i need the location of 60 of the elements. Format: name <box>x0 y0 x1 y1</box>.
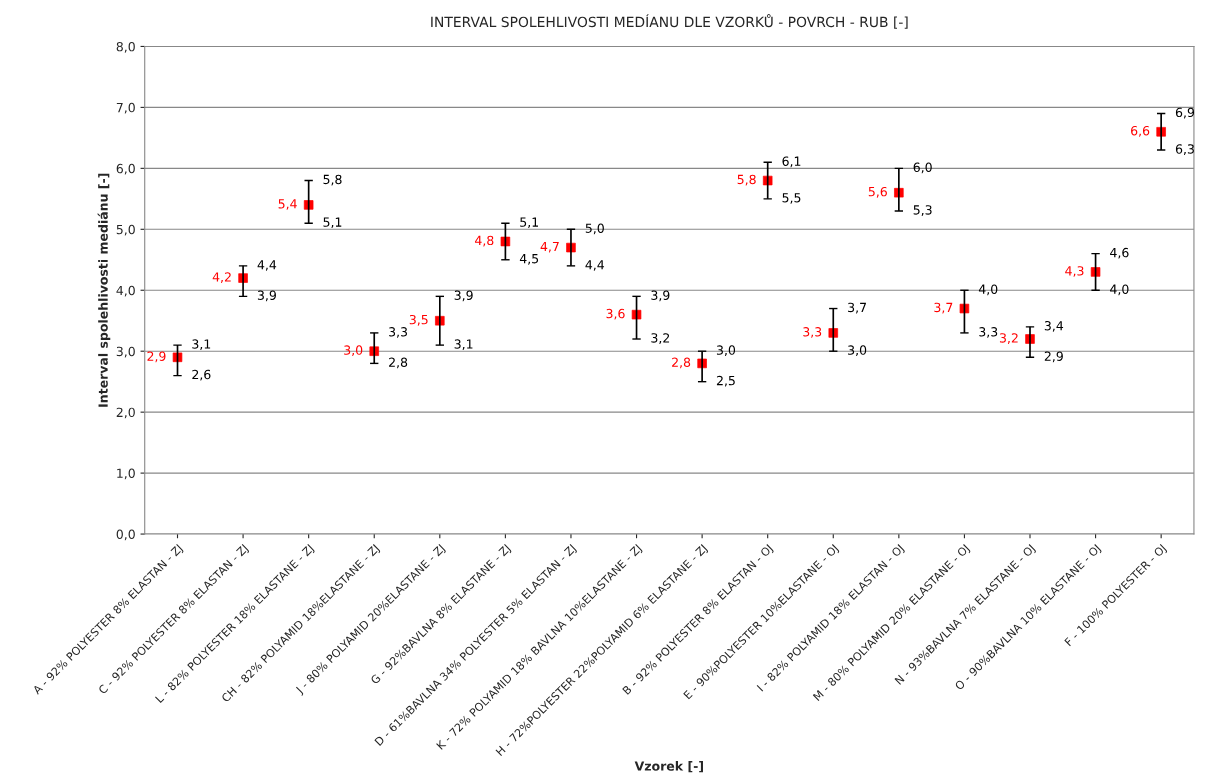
y-tick-label: 8,0 <box>116 41 135 53</box>
data-label: 4,7 <box>540 241 559 253</box>
annotation: 5,1 <box>323 217 342 229</box>
annotation: 5,5 <box>782 193 801 204</box>
data-label: 5,4 <box>278 199 297 210</box>
data-label: 3,0 <box>344 345 363 357</box>
annotation: 3,3 <box>389 327 407 338</box>
data-label: 4,8 <box>475 235 494 247</box>
annotation: 4,0 <box>1110 284 1129 296</box>
annotation: 4,4 <box>585 260 605 271</box>
data-label: 3,5 <box>409 314 428 326</box>
annotation: 3,9 <box>257 290 276 302</box>
annotation: 2,9 <box>1044 351 1063 363</box>
data-label: 5,6 <box>868 186 887 198</box>
data-label: 3,3 <box>803 327 822 338</box>
y-tick-label: 0,0 <box>116 529 135 541</box>
data-label: 2,8 <box>672 357 691 369</box>
y-tick-label: 7,0 <box>116 102 135 114</box>
annotation: 4,6 <box>1110 247 1129 259</box>
data-label: 4,3 <box>1065 266 1084 277</box>
data-label: 5,8 <box>737 174 756 186</box>
y-tick-label: 1,0 <box>117 468 135 480</box>
data-label: 4,2 <box>212 272 231 283</box>
annotation: 3,0 <box>716 345 736 357</box>
annotation: 2,8 <box>389 357 408 369</box>
annotation: 6,0 <box>913 162 932 174</box>
annotation: 3,9 <box>651 290 670 302</box>
annotation: 5,0 <box>585 223 604 235</box>
annotation: 3,1 <box>454 339 473 351</box>
annotation: 2,5 <box>716 375 735 387</box>
annotation: 4,4 <box>257 260 277 271</box>
annotation: 3,9 <box>454 290 473 302</box>
y-axis-title: Interval spolehlivosti mediánu [-] <box>97 173 111 407</box>
annotation: 3,4 <box>1044 320 1064 332</box>
annotation: 3,0 <box>848 345 867 357</box>
y-tick-label: 2,0 <box>116 407 135 419</box>
data-label: 3,6 <box>606 308 625 320</box>
annotation: 5,8 <box>323 174 342 186</box>
annotation: 6,1 <box>782 156 801 168</box>
annotation: 6,3 <box>1175 144 1194 155</box>
annotation: 4,5 <box>519 254 539 265</box>
annotation: 5,1 <box>520 217 538 229</box>
data-label: 6,6 <box>1131 125 1150 137</box>
annotation: 3,7 <box>848 302 866 314</box>
annotation: 6,9 <box>1175 107 1195 119</box>
annotation: 5,3 <box>913 205 932 216</box>
x-axis-title: Vzorek [-] <box>634 761 703 773</box>
data-label: 3,7 <box>934 302 953 314</box>
annotation: 3,2 <box>651 333 670 344</box>
annotation: 4,0 <box>978 284 998 296</box>
annotation: 2,6 <box>192 369 211 381</box>
y-tick-label: 4,0 <box>116 285 135 297</box>
y-tick-label: 5,0 <box>116 224 135 236</box>
y-tick-label: 3,0 <box>116 346 135 358</box>
data-label: 3,2 <box>999 333 1018 344</box>
data-label: 2,9 <box>147 351 166 363</box>
annotation: 3,3 <box>979 327 998 338</box>
annotation: 3,1 <box>192 339 211 351</box>
chart-title: INTERVAL SPOLEHLIVOSTI MEDÍANU DLE VZORKŮ - POVRCH - RUB [-] <box>431 14 908 29</box>
y-tick-label: 6,0 <box>116 163 135 175</box>
